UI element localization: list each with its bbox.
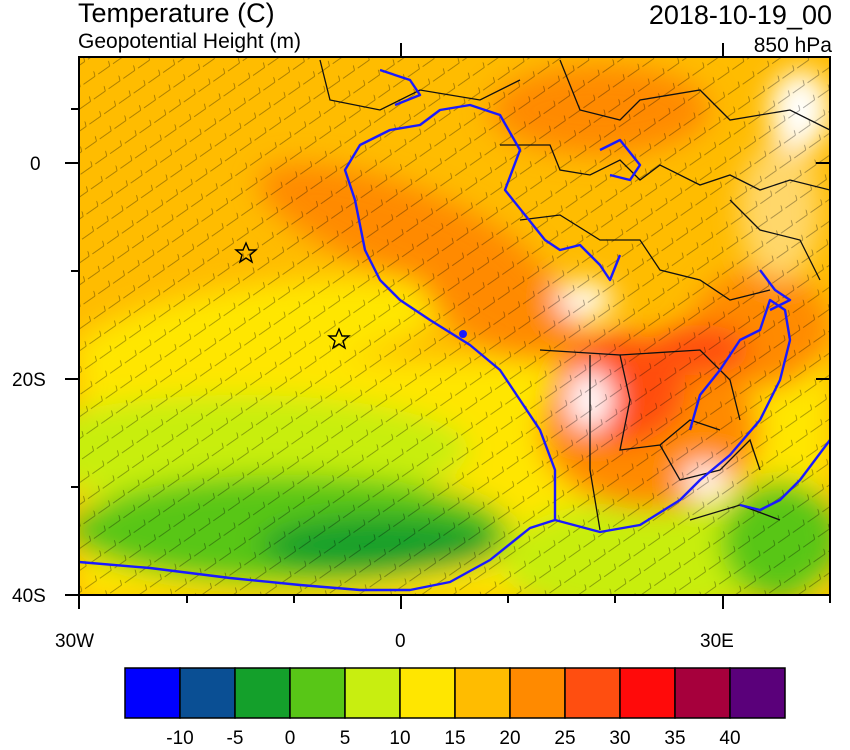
colorbar-label: 20 xyxy=(499,728,521,749)
coastline xyxy=(79,68,830,592)
colorbar-swatch xyxy=(509,667,566,719)
colorbar-label: 10 xyxy=(389,728,411,749)
colorbar-swatch xyxy=(344,667,401,719)
colorbar-swatch xyxy=(124,667,181,719)
island-dot xyxy=(459,330,467,338)
colorbar-label: 35 xyxy=(664,728,686,749)
lon-label-0: 0 xyxy=(395,631,406,652)
lat-label-40s: 40S xyxy=(12,586,46,607)
country-borders xyxy=(319,59,830,531)
temperature-field xyxy=(79,57,830,595)
colorbar-swatch xyxy=(564,667,621,719)
lon-label-30e: 30E xyxy=(700,631,734,652)
colorbar-swatch xyxy=(674,667,731,719)
lon-label-30w: 30W xyxy=(55,631,95,652)
colorbar-swatch xyxy=(399,667,456,719)
lat-label-0: 0 xyxy=(30,154,41,175)
colorbar-swatch xyxy=(729,667,786,719)
map-subtitle: Geopotential Height (m) xyxy=(78,30,301,53)
colorbar-label: 15 xyxy=(444,728,466,749)
colorbar-label: 5 xyxy=(339,728,351,749)
colorbar-label: 40 xyxy=(719,728,741,749)
map-date: 2018-10-19_00 xyxy=(648,0,832,30)
colorbar-swatch xyxy=(234,667,291,719)
colorbar-label: -5 xyxy=(226,728,244,749)
colorbar xyxy=(124,667,786,719)
colorbar-label: -10 xyxy=(166,728,194,749)
colorbar-label: 0 xyxy=(284,728,296,749)
map-title: Temperature (C) xyxy=(78,0,275,28)
axis-ticks xyxy=(65,43,831,609)
pressure-level: 850 hPa xyxy=(753,34,832,57)
colorbar-label: 25 xyxy=(554,728,576,749)
wind-barbs xyxy=(79,57,830,595)
colorbar-swatch xyxy=(289,667,346,719)
colorbar-swatch xyxy=(454,667,511,719)
colorbar-swatch xyxy=(619,667,676,719)
lat-label-20s: 20S xyxy=(12,370,46,391)
island-markers xyxy=(234,241,351,350)
colorbar-swatch xyxy=(179,667,236,719)
colorbar-label: 30 xyxy=(609,728,631,749)
map-frame xyxy=(78,56,831,596)
